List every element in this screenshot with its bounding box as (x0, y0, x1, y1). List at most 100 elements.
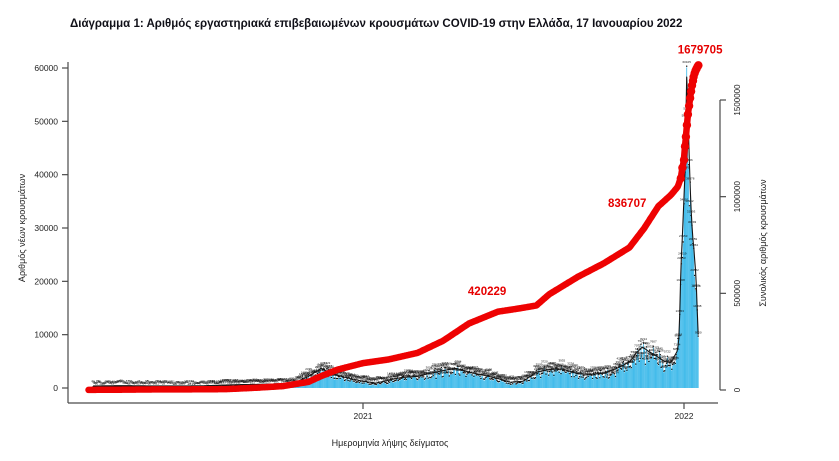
svg-text:2477: 2477 (574, 367, 581, 371)
svg-text:1756: 1756 (537, 371, 544, 375)
svg-text:3285: 3285 (668, 362, 675, 366)
svg-text:1075: 1075 (358, 375, 365, 379)
svg-text:2440: 2440 (448, 367, 455, 371)
svg-text:227: 227 (243, 380, 248, 384)
svg-text:5247: 5247 (639, 351, 646, 355)
svg-text:6832: 6832 (646, 345, 653, 349)
svg-text:564: 564 (510, 377, 515, 381)
svg-text:500: 500 (368, 378, 373, 382)
x-axis-title: Ημερομηνία λήψης δείγματος (332, 438, 449, 448)
svg-text:4751: 4751 (625, 355, 632, 359)
svg-text:1798: 1798 (580, 370, 587, 374)
svg-text:782: 782 (354, 377, 359, 381)
svg-text:881: 881 (376, 375, 381, 379)
svg-text:2021: 2021 (354, 411, 373, 421)
svg-text:370: 370 (268, 379, 273, 383)
svg-text:825: 825 (383, 377, 388, 381)
svg-text:968: 968 (354, 375, 359, 379)
svg-text:26: 26 (180, 380, 184, 384)
svg-text:30: 30 (135, 381, 139, 385)
svg-text:2704: 2704 (468, 366, 475, 370)
svg-text:2610: 2610 (610, 366, 617, 370)
svg-text:31: 31 (98, 380, 102, 384)
svg-text:1774: 1774 (346, 372, 353, 376)
svg-text:1928: 1928 (399, 371, 406, 375)
svg-text:52: 52 (207, 380, 211, 384)
svg-text:2719: 2719 (556, 365, 563, 369)
svg-text:1831: 1831 (419, 372, 426, 376)
svg-text:149: 149 (231, 378, 236, 382)
svg-text:1658: 1658 (340, 372, 347, 376)
svg-text:3587: 3587 (628, 360, 635, 364)
svg-text:1069: 1069 (350, 373, 357, 377)
svg-text:394: 394 (275, 378, 280, 382)
svg-text:7977: 7977 (638, 339, 645, 343)
svg-text:4840: 4840 (668, 355, 675, 359)
y-axis-right-title: Συνολικός αριθμός κρουσμάτων (758, 179, 768, 307)
svg-text:19: 19 (150, 381, 154, 385)
svg-text:1350: 1350 (403, 374, 410, 378)
svg-text:1022: 1022 (363, 375, 370, 379)
svg-text:272: 272 (274, 378, 279, 382)
svg-text:1939: 1939 (463, 370, 470, 374)
svg-text:21: 21 (171, 381, 175, 385)
svg-text:2003: 2003 (311, 370, 318, 374)
svg-text:0: 0 (733, 387, 742, 392)
svg-text:1876: 1876 (428, 370, 435, 374)
svg-text:40: 40 (132, 382, 136, 386)
svg-text:34: 34 (142, 381, 146, 385)
svg-text:4744: 4744 (646, 356, 653, 360)
svg-text:60: 60 (206, 382, 210, 386)
svg-text:19: 19 (166, 380, 170, 384)
svg-text:617: 617 (370, 378, 375, 382)
svg-text:679: 679 (360, 376, 365, 380)
svg-text:442: 442 (269, 378, 274, 382)
svg-text:2884: 2884 (573, 366, 580, 370)
svg-text:343: 343 (286, 379, 291, 383)
svg-text:21: 21 (164, 380, 168, 384)
svg-text:2276: 2276 (586, 369, 593, 373)
svg-text:23: 23 (169, 380, 173, 384)
svg-text:47: 47 (133, 381, 137, 385)
svg-text:4226: 4226 (642, 357, 649, 361)
svg-text:4245: 4245 (617, 357, 624, 361)
svg-text:55: 55 (124, 380, 128, 384)
svg-text:188: 188 (220, 378, 225, 382)
svg-text:282: 282 (271, 378, 276, 382)
svg-text:0: 0 (53, 383, 58, 393)
svg-text:3397: 3397 (550, 361, 557, 365)
svg-text:363: 363 (266, 379, 271, 383)
svg-text:265: 265 (259, 380, 264, 384)
svg-text:2209: 2209 (475, 368, 482, 372)
svg-text:21: 21 (156, 382, 160, 386)
svg-text:27: 27 (186, 379, 190, 383)
svg-text:909: 909 (511, 376, 516, 380)
svg-text:38: 38 (101, 381, 105, 385)
svg-text:62: 62 (125, 381, 129, 385)
svg-text:20: 20 (178, 381, 182, 385)
svg-text:15: 15 (96, 379, 100, 383)
svg-text:1560: 1560 (531, 373, 538, 377)
svg-text:108: 108 (208, 380, 213, 384)
svg-text:793: 793 (379, 377, 384, 381)
svg-text:419: 419 (276, 377, 281, 381)
svg-text:1548: 1548 (408, 374, 415, 378)
svg-text:17: 17 (172, 382, 176, 386)
svg-text:329: 329 (257, 379, 262, 383)
svg-text:1684: 1684 (596, 371, 603, 375)
svg-text:25: 25 (163, 380, 167, 384)
svg-text:1839: 1839 (528, 370, 535, 374)
svg-text:2184: 2184 (312, 369, 319, 373)
svg-text:2888: 2888 (602, 366, 609, 370)
svg-text:2739: 2739 (563, 365, 570, 369)
svg-text:3860: 3860 (627, 360, 634, 364)
svg-text:27: 27 (168, 380, 172, 384)
svg-text:88: 88 (210, 379, 214, 383)
svg-text:532: 532 (514, 378, 519, 382)
svg-text:169: 169 (244, 380, 249, 384)
svg-text:2440: 2440 (598, 367, 605, 371)
svg-text:1353: 1353 (522, 374, 529, 378)
svg-text:2085: 2085 (580, 368, 587, 372)
svg-text:1130: 1130 (300, 373, 307, 377)
